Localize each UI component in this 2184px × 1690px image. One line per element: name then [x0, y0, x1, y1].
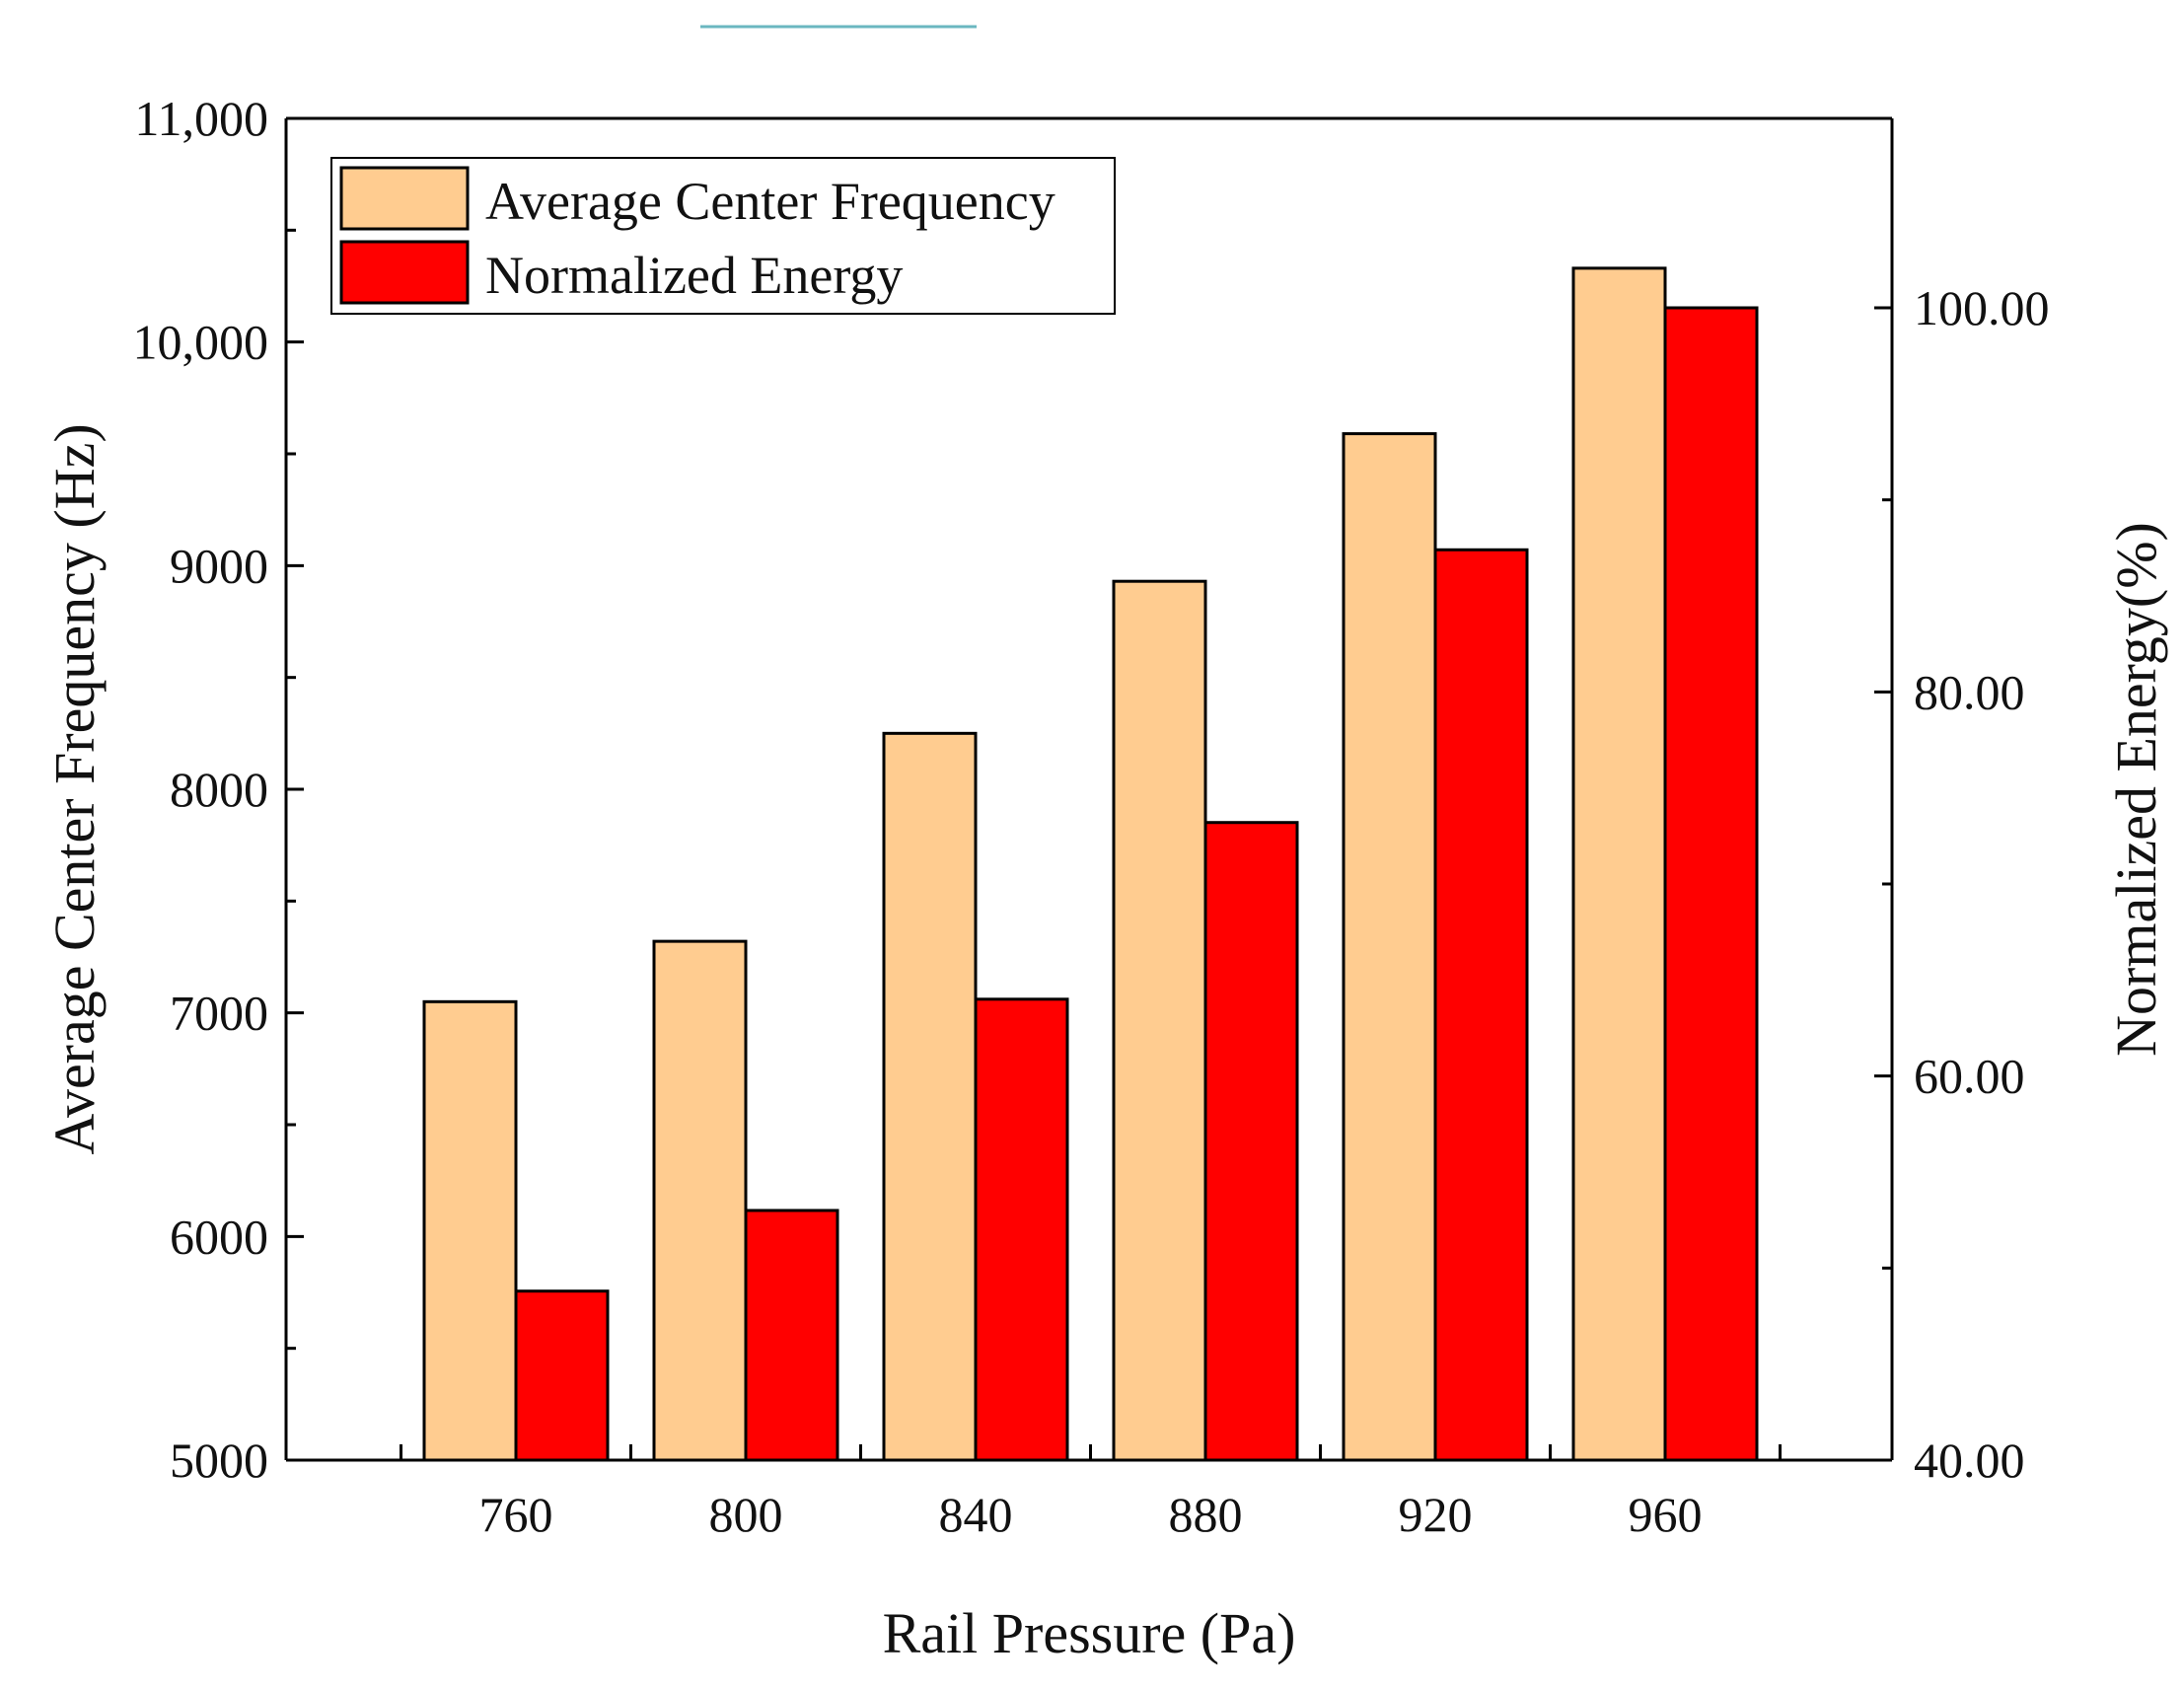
- bar-energy-880: [1203, 821, 1299, 1462]
- y-axis-title: Average Center Frequency (Hz): [42, 423, 107, 1154]
- bars-layer: [422, 266, 1759, 1462]
- y2-tick-label: 40.00: [1914, 1433, 2025, 1488]
- bar-energy-800: [744, 1209, 839, 1462]
- bar-frequency-920: [1342, 432, 1437, 1462]
- bar-energy-920: [1433, 548, 1529, 1462]
- legend: Average Center Frequency Normalized Ener…: [330, 157, 1116, 315]
- bar-frequency-760: [422, 999, 518, 1462]
- y-tick-label: 6000: [170, 1209, 268, 1264]
- x-tick-label: 840: [939, 1487, 1013, 1542]
- legend-swatch-energy: [339, 240, 470, 305]
- bar-energy-760: [514, 1289, 610, 1462]
- bar-energy-840: [974, 997, 1069, 1462]
- y-tick-label: 5000: [170, 1433, 268, 1488]
- y2-axis-ticks: 40.00 60.00 80.00 100.00: [1874, 280, 2050, 1488]
- y2-axis-title: Normalized Energy(%): [2104, 522, 2168, 1057]
- bar-frequency-840: [882, 731, 978, 1462]
- y2-tick-label: 60.00: [1914, 1049, 2025, 1104]
- bar-frequency-800: [652, 939, 748, 1462]
- legend-label-energy: Normalized Energy: [485, 246, 903, 305]
- y2-tick-label: 80.00: [1914, 664, 2025, 719]
- legend-swatch-frequency: [339, 166, 470, 231]
- x-axis-ticks: 760 800 840 880 920 960: [400, 1444, 1782, 1542]
- x-tick-label: 960: [1629, 1487, 1703, 1542]
- x-tick-label: 800: [709, 1487, 783, 1542]
- legend-label-frequency: Average Center Frequency: [485, 172, 1056, 231]
- bar-frequency-960: [1571, 266, 1667, 1462]
- y-axis-ticks: 5000 6000 7000 8000 9000 10,000 11,000: [133, 91, 304, 1488]
- x-tick-label: 760: [479, 1487, 553, 1542]
- x-tick-label: 920: [1399, 1487, 1473, 1542]
- bar-frequency-880: [1112, 579, 1207, 1462]
- y-tick-label: 11,000: [134, 91, 268, 146]
- y-tick-label: 10,000: [133, 315, 269, 370]
- bar-energy-960: [1663, 306, 1759, 1462]
- y-tick-label: 9000: [170, 538, 268, 593]
- x-tick-label: 880: [1169, 1487, 1243, 1542]
- y-tick-label: 7000: [170, 986, 268, 1041]
- y-tick-label: 8000: [170, 762, 268, 817]
- x-axis-title: Rail Pressure (Pa): [883, 1601, 1296, 1665]
- y2-tick-label: 100.00: [1914, 280, 2050, 335]
